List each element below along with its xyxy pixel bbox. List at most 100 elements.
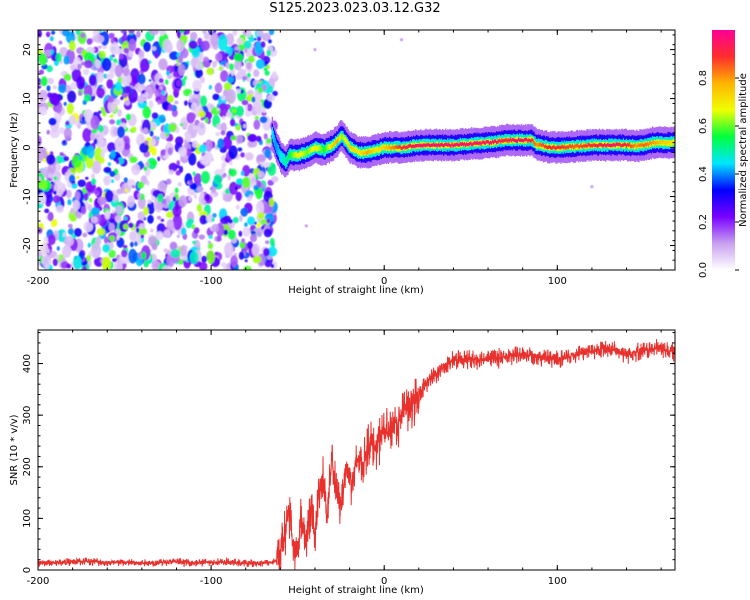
noise-blob xyxy=(46,65,53,73)
ridge-segment xyxy=(417,143,419,148)
ridge-segment xyxy=(460,142,462,146)
ridge-segment xyxy=(543,145,546,149)
noise-blob xyxy=(240,207,248,217)
noise-blob xyxy=(91,173,95,180)
noise-blob xyxy=(137,181,145,189)
ridge-segment xyxy=(301,152,304,157)
noise-blob xyxy=(244,259,248,263)
ridge-segment xyxy=(411,144,414,148)
noise-blob xyxy=(230,255,238,268)
ridge-segment xyxy=(405,145,407,150)
noise-blob xyxy=(45,31,51,38)
ridge-segment xyxy=(636,145,638,149)
ridge-segment xyxy=(353,148,355,153)
noise-blob xyxy=(257,87,263,94)
noise-blob xyxy=(170,249,181,258)
noise-blob xyxy=(233,59,242,71)
noise-blob xyxy=(100,151,105,158)
noise-blob xyxy=(61,30,70,37)
ridge-segment xyxy=(309,148,311,152)
ridge-segment xyxy=(311,148,313,152)
noise-blob xyxy=(230,135,237,141)
ridge-segment xyxy=(338,136,340,140)
ridge-segment xyxy=(295,152,297,156)
noise-blob xyxy=(70,64,76,71)
ridge-segment xyxy=(544,144,547,148)
noise-blob xyxy=(94,59,101,69)
y-tick-label: 400 xyxy=(22,354,33,373)
noise-blob xyxy=(253,119,261,130)
noise-blob xyxy=(163,248,168,253)
y-tick-label: 200 xyxy=(22,457,33,476)
noise-blob xyxy=(262,107,267,114)
noise-blob xyxy=(83,68,90,76)
noise-blob xyxy=(130,241,134,248)
noise-blob xyxy=(196,121,206,136)
noise-blob xyxy=(103,166,112,174)
noise-blob xyxy=(115,158,120,165)
noise-blob xyxy=(97,45,102,49)
noise-blob xyxy=(157,99,161,105)
noise-blob xyxy=(125,113,132,121)
ridge-segment xyxy=(587,143,589,147)
noise-blob xyxy=(256,154,266,162)
ridge-segment xyxy=(398,145,400,152)
noise-blob xyxy=(47,211,54,222)
noise-blob xyxy=(63,73,72,81)
noise-blob xyxy=(172,196,177,202)
noise-blob xyxy=(91,128,98,134)
ridge-segment xyxy=(400,146,402,150)
noise-blob xyxy=(190,31,198,41)
ridge-segment xyxy=(547,145,550,149)
ridge-segment xyxy=(412,144,415,148)
noise-blob xyxy=(150,138,156,147)
ridge-segment xyxy=(508,139,510,143)
noise-blob xyxy=(198,110,206,118)
ridge-segment xyxy=(519,138,522,142)
ridge-segment xyxy=(645,143,647,147)
noise-blob xyxy=(261,84,268,92)
noise-blob xyxy=(145,161,150,168)
ridge-segment xyxy=(499,138,501,142)
ridge-segment xyxy=(584,144,586,148)
noise-blob xyxy=(251,96,256,103)
noise-blob xyxy=(120,30,127,34)
noise-blob xyxy=(241,99,249,106)
ridge-segment xyxy=(612,143,614,147)
noise-blob xyxy=(223,265,227,270)
ridge-segment xyxy=(459,142,461,146)
noise-blob xyxy=(266,49,272,57)
ridge-segment xyxy=(614,143,616,148)
ridge-segment xyxy=(670,140,672,144)
noise-blob xyxy=(236,37,244,46)
noise-blob xyxy=(131,163,141,176)
ridge-segment xyxy=(271,131,273,135)
noise-blob xyxy=(260,52,265,59)
ridge-segment xyxy=(336,140,338,144)
noise-blob xyxy=(82,265,87,270)
ridge-segment xyxy=(319,146,321,150)
ridge-segment xyxy=(351,146,353,150)
noise-blob xyxy=(189,250,199,265)
ridge-segment xyxy=(364,151,366,155)
ridge-segment xyxy=(372,148,374,152)
noise-blob xyxy=(49,36,54,42)
noise-blob xyxy=(40,76,48,87)
ridge-segment xyxy=(457,143,459,147)
noise-blob xyxy=(137,73,146,85)
noise-blob xyxy=(117,126,125,138)
noise-blob xyxy=(103,236,109,244)
ridge-segment xyxy=(560,145,562,150)
ridge-segment xyxy=(518,138,521,142)
ridge-segment xyxy=(330,144,333,149)
noise-blob xyxy=(260,41,266,48)
ridge-segment xyxy=(484,141,486,145)
ridge-segment xyxy=(392,145,394,149)
ridge-segment xyxy=(653,141,656,145)
ridge-segment xyxy=(339,136,341,140)
noise-blob xyxy=(247,89,254,96)
ridge-segment xyxy=(378,147,380,151)
noise-blob xyxy=(199,214,207,225)
noise-blob xyxy=(58,40,63,45)
noise-blob xyxy=(255,200,265,215)
